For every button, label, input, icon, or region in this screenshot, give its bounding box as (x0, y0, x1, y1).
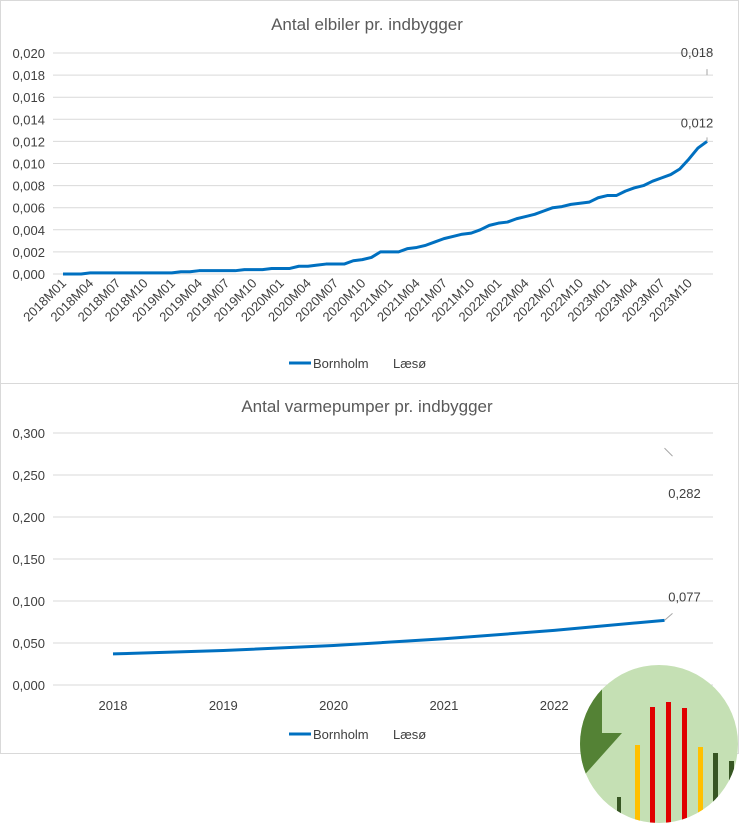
y-tick-label: 0,200 (12, 510, 45, 525)
legend-label: Bornholm (313, 727, 369, 742)
data-label: 0,077 (668, 589, 701, 604)
chart-elbiler: Antal elbiler pr. indbygger 0,000 0,002 0,… (0, 0, 739, 384)
bar-chart-logo (580, 665, 738, 823)
y-tick-label: 0,100 (12, 594, 45, 609)
series-line-bornholm (63, 140, 708, 276)
y-tick-label: 0,004 (12, 223, 45, 238)
y-tick-label: 0,050 (12, 636, 45, 651)
y-tick-label: 0,008 (12, 179, 45, 194)
series-line-bornholm (112, 618, 665, 656)
x-tick-label: 2019 (209, 698, 238, 713)
legend-label: Bornholm (313, 356, 369, 371)
y-tick-label: 0,002 (12, 245, 45, 260)
data-label: 0,012 (681, 115, 714, 130)
y-tick-label: 0,150 (12, 552, 45, 567)
chart-elbiler-svg: Antal elbiler pr. indbygger 0,000 0,002 0,… (12, 15, 714, 371)
y-tick-label: 0,020 (12, 46, 45, 61)
data-label-leader (664, 612, 673, 621)
legend-label: Læsø (393, 356, 426, 371)
data-label: 0,282 (668, 486, 701, 501)
data-label-leader (664, 447, 673, 457)
data-label: 0,018 (681, 45, 714, 60)
y-tick-label: 0,250 (12, 468, 45, 483)
y-tick-label: 0,018 (12, 68, 45, 83)
x-tick-label: 2020 (319, 698, 348, 713)
y-tick-label: 0,000 (12, 678, 45, 693)
series-line-laeso (113, 448, 665, 602)
y-tick-label: 0,300 (12, 426, 45, 441)
y-tick-label: 0,016 (12, 90, 45, 105)
y-tick-label: 0,014 (12, 112, 45, 127)
chart-title: Antal varmepumper pr. indbygger (241, 397, 493, 416)
chart-varmepumper-svg: Antal varmepumper pr. indbygger 0,000 0,0… (12, 397, 713, 742)
y-tick-label: 0,010 (12, 157, 45, 172)
x-tick-label: 2022 (540, 698, 569, 713)
x-tick-label: 2021 (429, 698, 458, 713)
y-tick-label: 0,000 (12, 267, 45, 282)
legend-label: Læsø (393, 727, 426, 742)
y-tick-label: 0,012 (12, 134, 45, 149)
y-tick-label: 0,006 (12, 201, 45, 216)
series-line-laeso (63, 75, 707, 274)
x-tick-label: 2018 (99, 698, 128, 713)
chart-title: Antal elbiler pr. indbygger (271, 15, 463, 34)
